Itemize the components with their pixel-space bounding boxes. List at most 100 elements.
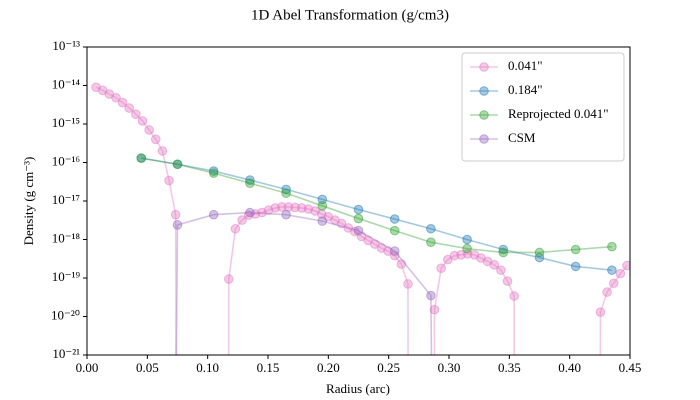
y-tick-label: 10⁻²⁰ [51,307,80,322]
data-point [157,146,168,156]
data-point [498,247,509,258]
data-point [426,290,436,301]
data-point [277,202,287,212]
legend-swatch-marker [479,86,489,96]
data-point [111,92,121,103]
legend-label: 0.184" [508,82,543,97]
data-point [208,209,219,220]
data-point [281,209,291,220]
data-point [436,263,446,273]
legend: 0.041" 0.184" Reprojected 0.041" CSM [461,52,625,162]
data-point [317,201,328,211]
y-tick-label: 10⁻¹³ [52,38,80,53]
x-tick-label: 0.45 [619,360,642,375]
y-tick-label: 10⁻¹⁵ [52,115,80,130]
data-point [223,274,234,284]
data-point [245,207,255,218]
data-point [534,252,545,263]
data-point [426,237,436,248]
data-point [426,223,436,234]
legend-swatch-marker [479,110,489,120]
data-point [136,153,147,163]
x-tick-label: 0.00 [76,360,99,375]
legend-swatch-marker [479,62,489,72]
x-tick-label: 0.30 [438,360,461,375]
data-point [607,265,617,275]
x-tick-label: 0.10 [196,360,219,375]
data-point [137,116,148,126]
data-point [602,287,612,297]
chart-title: 1D Abel Transformation (g/cm3) [251,7,449,23]
data-point [150,134,161,145]
data-point [462,243,472,254]
data-point [164,175,174,186]
data-point [237,215,247,225]
data-point [498,244,509,255]
y-tick-label: 10⁻¹⁶ [52,153,80,168]
data-point [608,278,619,289]
y-tick-label: 10⁻¹⁴ [52,76,81,91]
data-point [489,260,500,270]
data-point [389,214,400,224]
data-point [607,241,617,252]
data-point [208,168,219,178]
data-point [462,234,472,245]
data-point [350,226,360,237]
data-point [172,220,183,230]
y-tick-label: 10⁻¹⁷ [52,192,80,207]
data-point [389,246,400,256]
x-tick-label: 0.15 [257,360,280,375]
data-point [496,265,506,275]
series-line [141,157,612,254]
data-point [534,247,545,258]
legend-label: Reprojected 0.041" [508,106,609,121]
data-point [131,109,141,119]
series-line [141,157,612,271]
data-point [281,184,291,195]
data-point [429,304,440,315]
data-point [622,260,630,271]
series-line [175,211,433,355]
data-point [615,268,626,279]
legend-swatch-marker [479,134,489,144]
data-point [396,259,407,269]
data-point [245,175,255,185]
data-point [124,103,135,113]
data-point [389,225,400,236]
x-tick-label: 0.05 [136,360,159,375]
data-point [353,204,364,215]
data-point [353,213,364,224]
data-point [570,261,581,272]
x-tick-label: 0.25 [377,360,400,375]
data-point [570,244,581,255]
data-point [502,276,513,286]
x-axis-label: Radius (arc) [326,381,390,396]
data-point [281,188,291,198]
x-tick-label: 0.35 [498,360,521,375]
data-point [245,178,255,188]
legend-box [461,52,625,162]
data-point [403,279,413,289]
y-axis-label: Density (g cm⁻³) [21,157,36,246]
series-line [95,86,628,355]
y-tick-label: 10⁻²¹ [52,346,80,361]
data-point [117,97,128,108]
y-tick-label: 10⁻¹⁸ [52,230,81,245]
data-point [172,159,183,170]
data-point [144,125,154,135]
legend-label: CSM [508,130,536,145]
data-point [336,218,347,229]
data-point [595,307,606,317]
legend-label: 0.041" [508,58,543,73]
data-point [170,209,181,220]
plot-area [91,82,630,355]
data-point [317,216,328,226]
data-point [353,225,364,236]
data-point [383,246,393,256]
data-point [509,291,519,301]
x-tick-label: 0.40 [558,360,581,375]
y-tick-label: 10⁻¹⁹ [52,269,81,284]
x-tick-label: 0.20 [317,360,340,375]
data-point [230,223,241,234]
